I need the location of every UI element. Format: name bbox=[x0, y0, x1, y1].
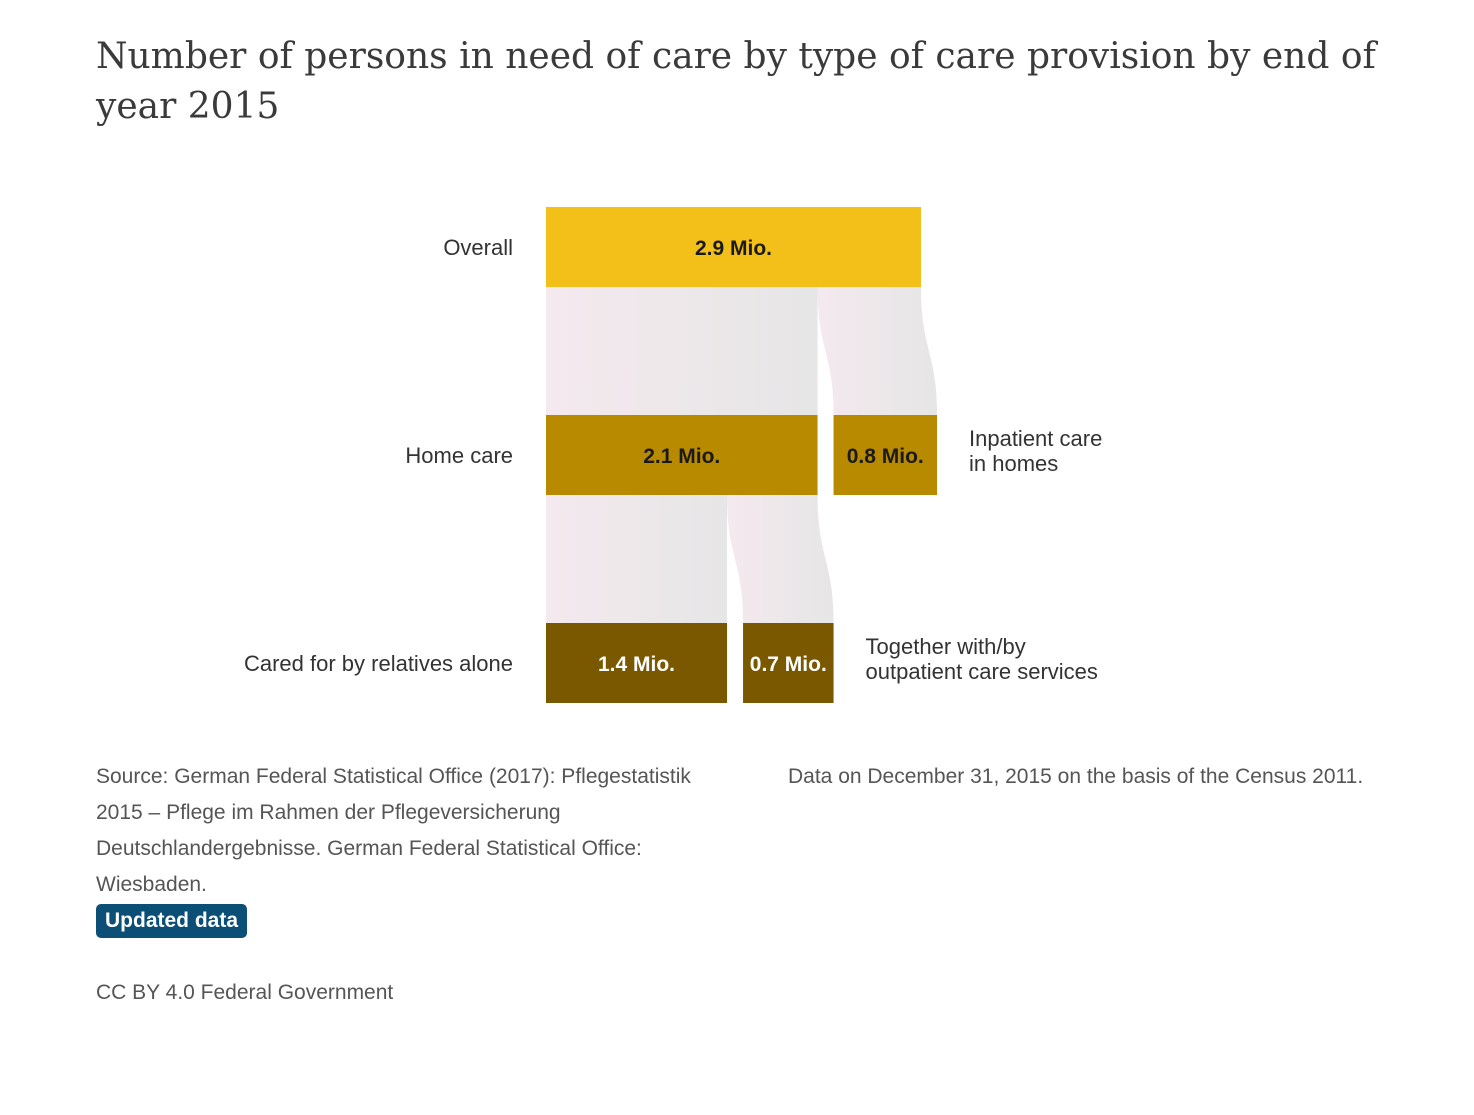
updated-data-badge[interactable]: Updated data bbox=[96, 904, 248, 938]
row-label-home: Home care bbox=[405, 443, 513, 468]
data-note: Data on December 31, 2015 on the basis o… bbox=[788, 765, 1364, 788]
row-label-relatives: Cared for by relatives alone bbox=[244, 651, 513, 676]
value-label-relatives: 1.4 Mio. bbox=[598, 653, 675, 676]
flow-overall-to-home bbox=[546, 287, 818, 415]
bar-home bbox=[546, 415, 818, 495]
flow-overall-to-inpatient bbox=[817, 287, 937, 415]
value-label-overall: 2.9 Mio. bbox=[695, 237, 772, 260]
source-note: Source: German Federal Statistical Offic… bbox=[96, 765, 691, 896]
side-label-outpatient: Together with/by outpatient care services bbox=[866, 634, 1098, 684]
license-text: CC BY 4.0 Federal Government bbox=[96, 981, 394, 1004]
care-sankey-chart: 2.9 Mio. 2.1 Mio. 0.8 Mio. 1.4 Mio. 0.7 Mio.… bbox=[244, 207, 1102, 703]
bar-outpatient bbox=[743, 623, 834, 703]
value-label-inpatient: 0.8 Mio. bbox=[847, 445, 924, 468]
value-label-outpatient: 0.7 Mio. bbox=[750, 653, 827, 676]
side-label-inpatient: Inpatient care in homes bbox=[969, 426, 1102, 476]
value-label-home: 2.1 Mio. bbox=[643, 445, 720, 468]
chart-title: Number of persons in need of care by typ… bbox=[96, 36, 1376, 127]
bar-relatives bbox=[546, 623, 728, 703]
flow-home-to-relatives bbox=[546, 495, 728, 623]
flow-home-to-outpatient bbox=[727, 495, 834, 623]
bar-inpatient bbox=[833, 415, 937, 495]
bar-overall bbox=[546, 207, 921, 287]
row-label-overall: Overall bbox=[443, 235, 513, 260]
